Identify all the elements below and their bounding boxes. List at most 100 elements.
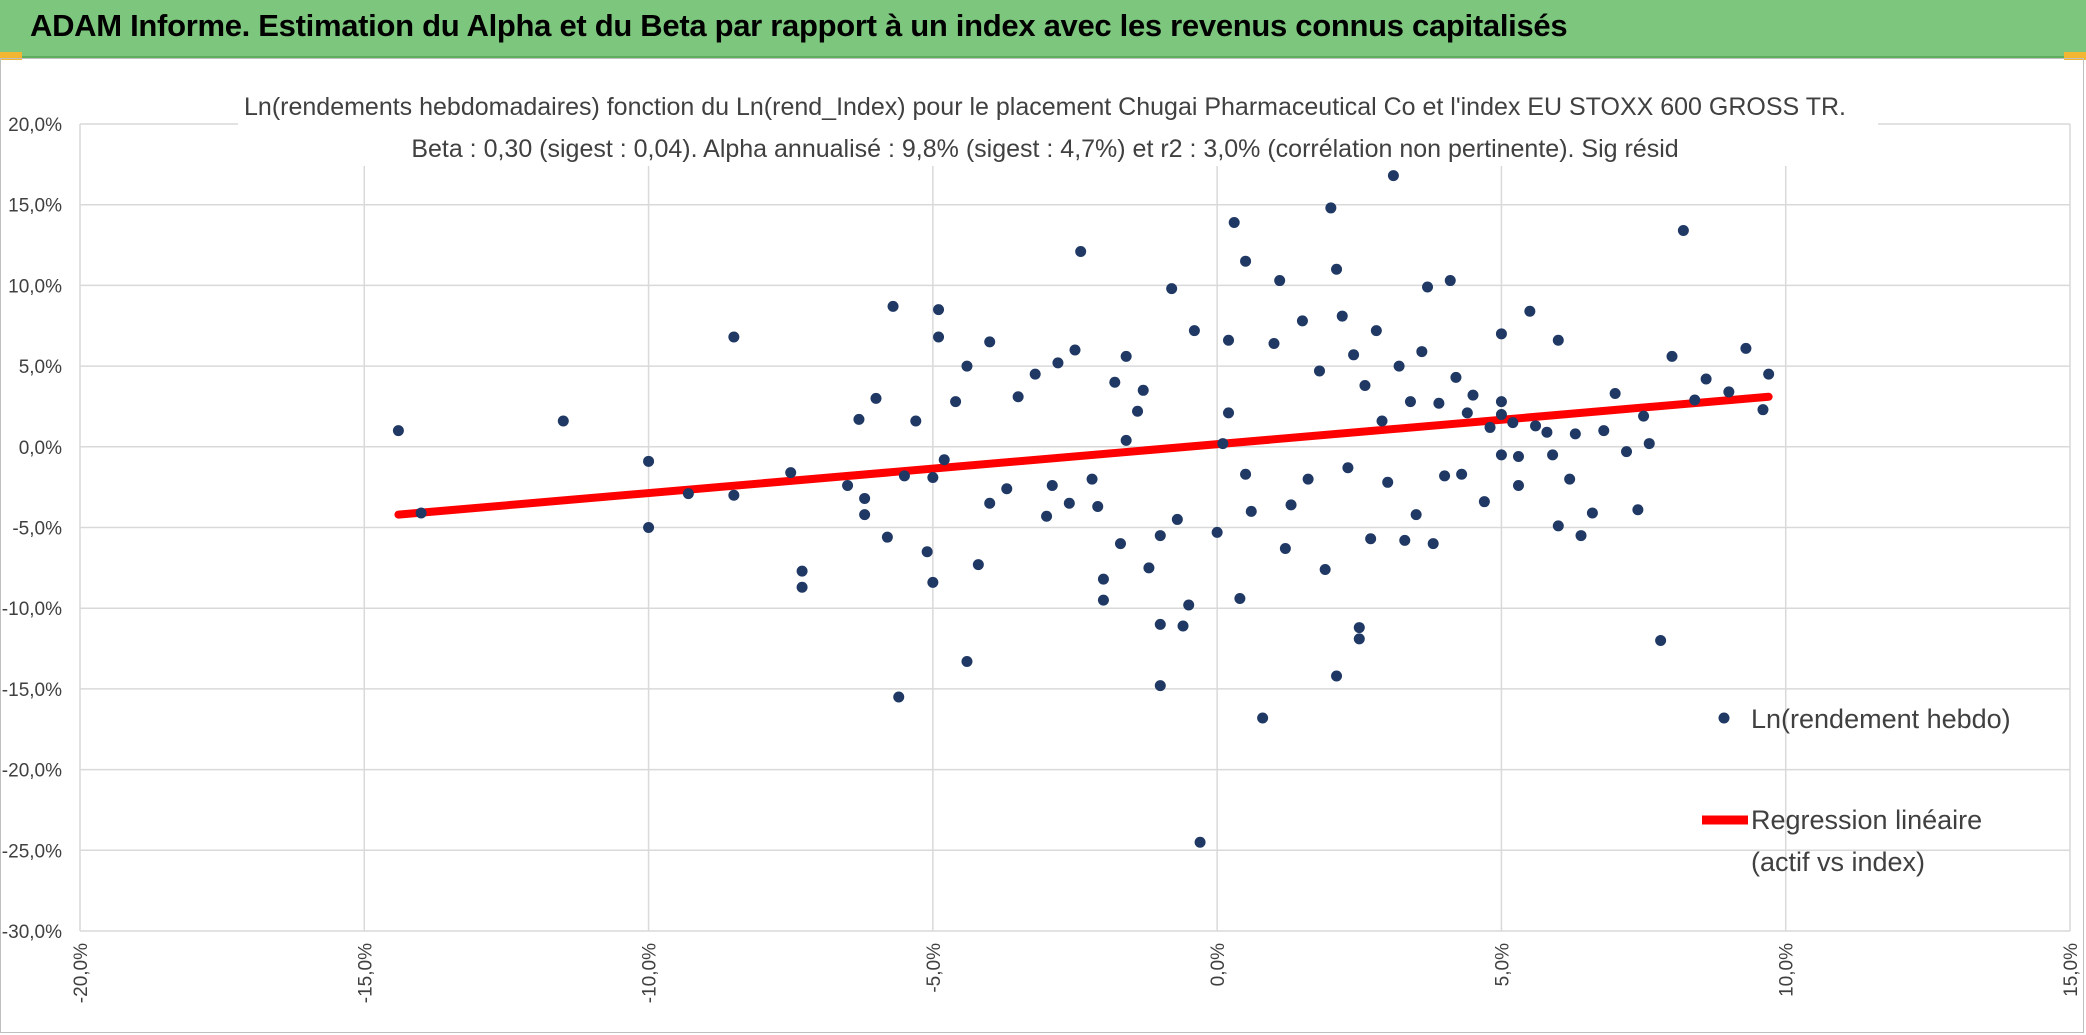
chart-title: Ln(rendements hebdomadaires) fonction du… [244, 93, 1846, 121]
regression-line-series [394, 392, 1773, 519]
data-point [1700, 373, 1712, 385]
chart-subtitle: Beta : 0,30 (sigest : 0,04). Alpha annua… [411, 135, 1678, 163]
data-point [1655, 634, 1667, 646]
data-point [1086, 473, 1098, 485]
data-point [1052, 357, 1064, 369]
data-point [1063, 497, 1075, 509]
data-point [1120, 434, 1132, 446]
y-tick-label: -30,0% [2, 922, 62, 943]
data-point [1484, 421, 1496, 433]
data-point [1564, 473, 1576, 485]
data-point [1365, 533, 1377, 545]
x-tick-label: 0,0% [1208, 943, 1229, 986]
report-title: ADAM Informe. Estimation du Alpha et du … [30, 8, 1568, 43]
data-point [1677, 225, 1689, 237]
data-point [950, 396, 962, 408]
data-point [1689, 394, 1701, 406]
data-point [1382, 476, 1394, 488]
data-point [1632, 504, 1644, 516]
data-point [972, 559, 984, 571]
data-point [1223, 334, 1235, 346]
data-point [1404, 396, 1416, 408]
data-point [1478, 496, 1490, 508]
data-point [859, 492, 871, 504]
data-point [853, 413, 865, 425]
data-point [1444, 275, 1456, 287]
y-axis-ticks: 20,0% 15,0% 10,0% 5,0% 0,0% -5,0% -10,0% -15,0%… [2, 115, 62, 943]
data-point [1643, 438, 1655, 450]
data-point [1279, 542, 1291, 554]
data-point [933, 331, 945, 343]
data-point [1547, 449, 1559, 461]
data-point [1530, 420, 1542, 432]
y-tick-label: 0,0% [19, 438, 62, 459]
data-point [870, 392, 882, 404]
data-point [1512, 480, 1524, 492]
legend-label-scatter: Ln(rendement hebdo) [1751, 704, 2011, 734]
chart-grid [79, 123, 2071, 932]
data-point [1495, 396, 1507, 408]
data-point [1410, 509, 1422, 521]
data-point [1166, 283, 1178, 295]
data-point [938, 454, 950, 466]
data-point [1109, 376, 1121, 388]
data-point [1461, 407, 1473, 419]
data-point [1245, 505, 1257, 517]
data-point [927, 471, 939, 483]
data-point [1586, 507, 1598, 519]
data-point [1621, 446, 1633, 458]
data-point [1416, 346, 1428, 358]
data-point [1575, 530, 1587, 542]
data-point [415, 507, 427, 519]
data-point [1097, 594, 1109, 606]
data-point [1495, 409, 1507, 421]
data-point [1342, 462, 1354, 474]
data-point [1132, 405, 1144, 417]
x-tick-label: 5,0% [1492, 943, 1513, 986]
data-point [1495, 449, 1507, 461]
legend-label-regression-line1: Regression linéaire [1751, 805, 1982, 835]
data-point [1569, 428, 1581, 440]
data-point [1234, 593, 1246, 605]
data-point [1427, 538, 1439, 550]
data-point [1507, 417, 1519, 429]
header-bar: ADAM Informe. Estimation du Alpha et du … [0, 0, 2086, 58]
data-point [1114, 538, 1126, 550]
data-point [961, 655, 973, 667]
title-background [238, 90, 1878, 166]
x-tick-label: -15,0% [355, 943, 376, 1003]
data-point [1353, 622, 1365, 634]
data-point [1285, 499, 1297, 511]
data-point [1433, 397, 1445, 409]
data-point [1763, 368, 1775, 380]
data-point [1069, 344, 1081, 356]
x-tick-label: -10,0% [640, 943, 661, 1003]
data-point [1723, 386, 1735, 398]
data-point [1240, 468, 1252, 480]
data-point [1439, 470, 1451, 482]
data-point [643, 522, 655, 533]
data-point [1001, 483, 1013, 495]
data-point [1183, 599, 1195, 611]
data-point [1495, 328, 1507, 340]
y-tick-label: -10,0% [2, 599, 62, 620]
data-point [1177, 620, 1189, 632]
data-point [1319, 563, 1331, 575]
data-point [1467, 389, 1479, 401]
data-point [1046, 480, 1058, 492]
y-tick-label: -5,0% [12, 519, 62, 540]
data-point [1137, 384, 1149, 396]
data-point [1092, 501, 1104, 513]
data-point [1399, 534, 1411, 546]
scatter-series [392, 170, 1775, 848]
corner-marker-top-right [2064, 52, 2086, 60]
data-point [1638, 410, 1650, 422]
data-point [1450, 371, 1462, 383]
data-point [1359, 379, 1371, 391]
data-point [1302, 473, 1314, 485]
x-axis-ticks: -20,0% -15,0% -10,0% -5,0% 0,0% 5,0% 10,0% 15,0… [71, 943, 2082, 1003]
data-point [682, 488, 694, 500]
data-point [1552, 520, 1564, 532]
data-point [1075, 246, 1087, 258]
